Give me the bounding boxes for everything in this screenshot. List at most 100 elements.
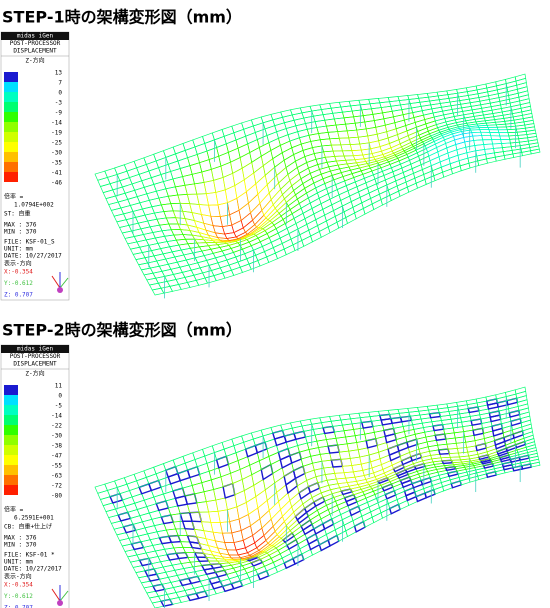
mesh-cell	[377, 97, 390, 104]
mesh-cell	[368, 410, 381, 417]
mesh-cell	[258, 219, 271, 229]
legend-swatch	[4, 435, 18, 445]
legend-value: 0	[58, 90, 62, 97]
mesh-cell	[362, 488, 374, 496]
mesh-cell	[436, 90, 449, 97]
info-line: MIN : 370	[4, 229, 37, 236]
mesh-cell	[387, 409, 400, 415]
legend-swatch	[4, 162, 18, 172]
legend-value: -35	[51, 160, 62, 167]
mesh-cell	[465, 398, 478, 406]
mesh-cell	[427, 147, 439, 157]
legend-value: -14	[51, 120, 62, 127]
mesh-cell	[426, 91, 439, 98]
info-line: CB: 自重+仕上げ	[4, 523, 52, 531]
mesh-cell	[495, 78, 507, 87]
mesh-cell	[259, 544, 273, 553]
legend-value: 7	[58, 80, 62, 87]
legend-value: -80	[51, 493, 62, 500]
legend-swatch	[4, 395, 18, 405]
mesh-cell	[373, 468, 385, 478]
mesh-cell	[380, 147, 393, 155]
mesh-cell	[146, 277, 159, 286]
mesh-cell	[274, 159, 287, 177]
mesh-cell	[300, 172, 313, 185]
info-line: UNIT: mm	[4, 246, 33, 253]
mesh-cell	[302, 177, 315, 189]
mesh-cell	[397, 95, 410, 101]
info-line: MIN : 370	[4, 542, 37, 549]
scale-value: 1.0794E+002	[14, 202, 54, 209]
mesh-cell	[465, 85, 478, 93]
mesh-cell	[446, 89, 459, 96]
info-line: DATE: 10/27/2017	[4, 566, 62, 573]
mesh-cell	[351, 149, 364, 157]
mesh-cell	[409, 155, 421, 165]
legend-swatch	[4, 475, 18, 485]
legend-value: -46	[51, 180, 62, 187]
mesh-cell	[151, 287, 165, 296]
mesh-cell	[398, 135, 410, 145]
mesh-cell	[436, 403, 449, 410]
legend-swatch	[4, 142, 18, 152]
header-text: POST-PROCESSOR	[10, 353, 61, 360]
legend-swatch	[4, 102, 18, 112]
mesh-cell	[266, 174, 279, 194]
mesh-cell	[346, 129, 359, 139]
legend-value: -47	[51, 453, 62, 460]
direction: X:-0.354	[4, 269, 33, 276]
legend-value: -38	[51, 443, 62, 450]
legend-value: 0	[58, 393, 62, 400]
header-text: DISPLACEMENT	[13, 361, 57, 368]
mesh-cell	[456, 87, 468, 94]
axis-y	[59, 590, 69, 602]
legend-swatch	[4, 405, 18, 415]
mesh-cell	[358, 98, 371, 106]
direction: Y:-0.612	[4, 280, 33, 287]
mesh-cell	[500, 138, 511, 144]
mesh-cell	[417, 127, 429, 136]
info-line: DATE: 10/27/2017	[4, 253, 62, 260]
legend-value: -9	[55, 110, 63, 117]
mesh-cell	[524, 441, 536, 448]
mesh-cell	[349, 143, 362, 151]
mesh-cell	[420, 160, 432, 170]
legend-value: -30	[51, 433, 62, 440]
mesh-cell	[298, 167, 311, 180]
axis-x	[51, 275, 61, 289]
info-line: 表示-方向	[4, 573, 32, 581]
info-line: FILE: KSF-01_S	[4, 239, 55, 246]
mesh-cell	[263, 204, 276, 219]
legend-value: 11	[55, 383, 63, 390]
legend-swatch	[4, 385, 18, 395]
mesh-cell	[267, 210, 280, 222]
legend-swatch	[4, 445, 18, 455]
direction: Z: 0.707	[4, 292, 33, 299]
mesh-cell	[282, 532, 296, 544]
legend-value: -30	[51, 150, 62, 157]
mesh-cell	[481, 135, 493, 141]
mesh-cell	[329, 101, 342, 109]
mesh-cell	[345, 122, 358, 132]
mesh-cell	[410, 159, 422, 170]
mesh-cell	[338, 413, 352, 421]
header-text: POST-PROCESSOR	[10, 40, 61, 47]
mesh-cell	[389, 160, 401, 169]
mesh-cell	[252, 209, 265, 226]
mesh-cell	[401, 163, 413, 173]
mesh-cell	[348, 99, 361, 107]
mesh-cell	[149, 282, 162, 291]
mesh-cell	[446, 402, 459, 409]
panel-title: STEP-1時の架構変形図（mm）	[2, 8, 242, 27]
mesh-cell	[319, 103, 332, 110]
mesh-cell	[479, 129, 491, 133]
header-text: midas iGen	[17, 33, 54, 40]
mesh-cell	[391, 163, 403, 173]
legend-swatch	[4, 172, 18, 182]
mesh-cell	[399, 476, 412, 485]
mesh-cell	[285, 160, 298, 175]
mesh-cell	[444, 135, 456, 144]
mesh-cell	[491, 139, 502, 145]
legend-swatch	[4, 122, 18, 132]
